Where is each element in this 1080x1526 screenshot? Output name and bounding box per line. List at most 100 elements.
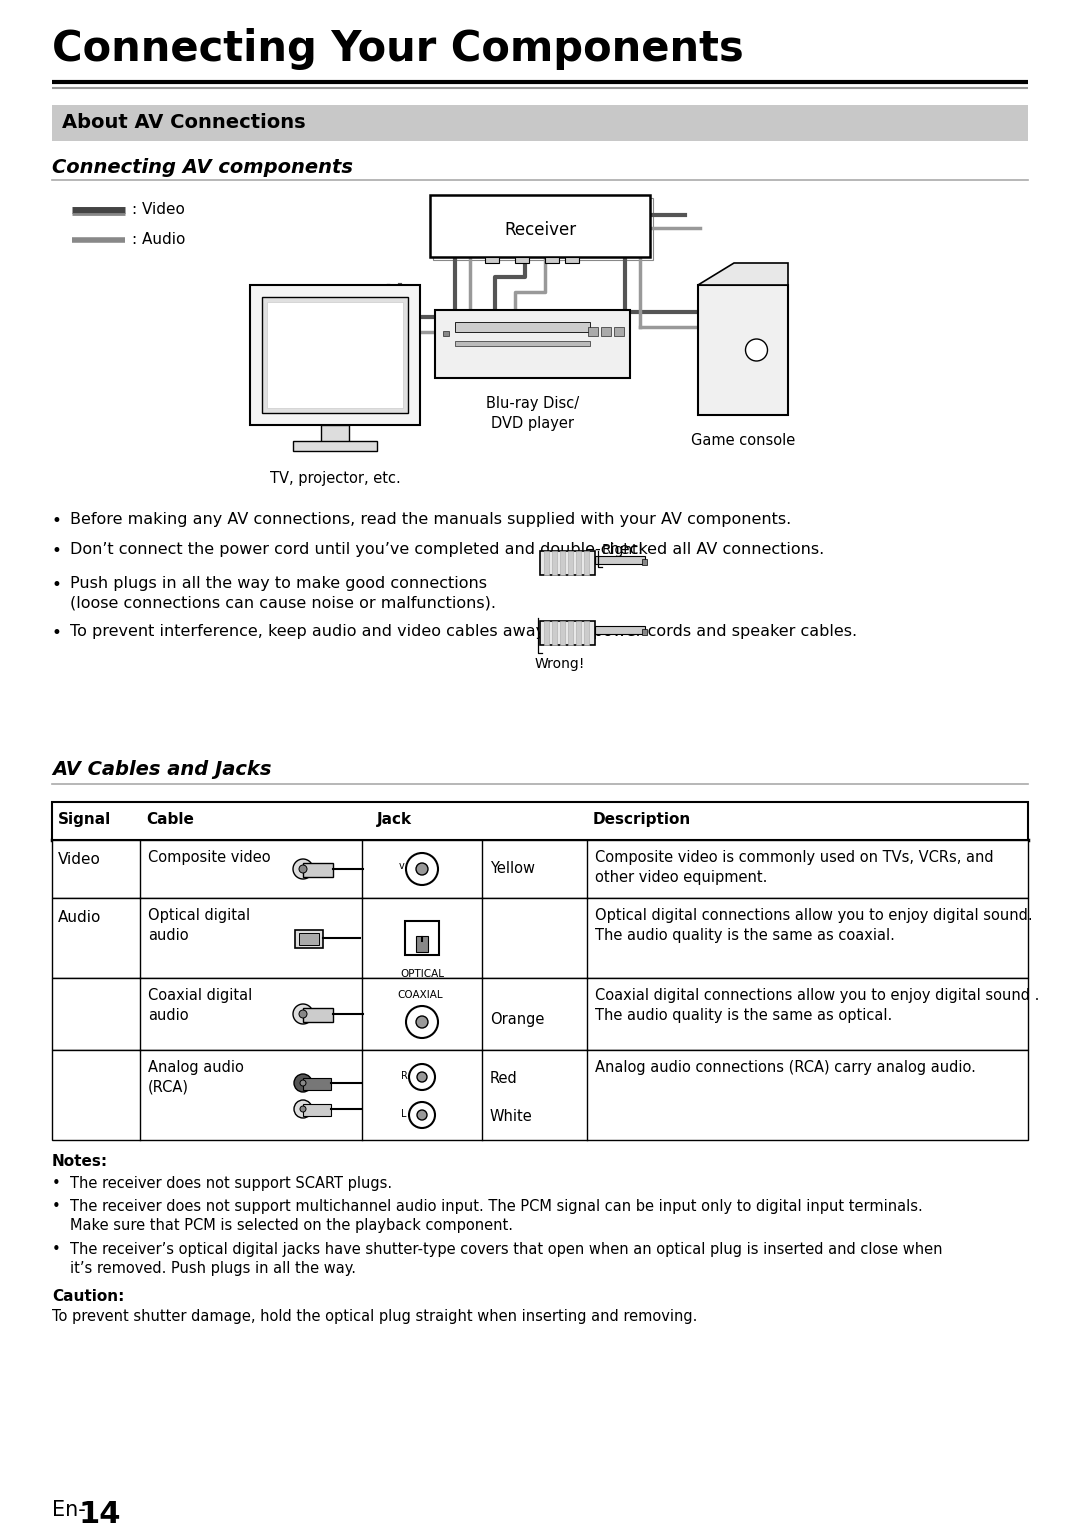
Text: To prevent interference, keep audio and video cables away from power cords and s: To prevent interference, keep audio and … <box>70 624 858 639</box>
Text: Connecting AV components: Connecting AV components <box>52 159 353 177</box>
Circle shape <box>406 1006 438 1038</box>
Bar <box>600 327 611 336</box>
Text: Composite video is commonly used on TVs, VCRs, and
other video equipment.: Composite video is commonly used on TVs,… <box>595 850 994 885</box>
Bar <box>698 285 788 415</box>
Text: : Audio: : Audio <box>132 232 186 247</box>
Bar <box>584 551 589 575</box>
Bar <box>552 551 557 575</box>
Bar <box>430 195 650 256</box>
Text: •: • <box>52 575 62 594</box>
Text: Receiver: Receiver <box>504 221 576 240</box>
Bar <box>52 803 1028 839</box>
Text: OPTICAL: OPTICAL <box>400 969 444 980</box>
Text: Don’t connect the power cord until you’ve completed and double-checked all AV co: Don’t connect the power cord until you’v… <box>70 542 824 557</box>
Text: Connecting Your Components: Connecting Your Components <box>52 27 744 70</box>
Bar <box>485 256 499 262</box>
Text: Wrong!: Wrong! <box>535 658 585 671</box>
Bar <box>540 621 595 645</box>
Circle shape <box>417 1071 427 1082</box>
Bar <box>545 256 559 262</box>
Text: Composite video: Composite video <box>148 850 271 865</box>
Text: Caution:: Caution: <box>52 1289 124 1305</box>
Text: COAXIAL: COAXIAL <box>397 990 443 1000</box>
Bar <box>52 897 1028 978</box>
Circle shape <box>417 1109 427 1120</box>
Bar <box>303 864 333 877</box>
Bar <box>321 426 349 443</box>
Circle shape <box>300 1106 306 1112</box>
Bar <box>416 935 428 952</box>
Text: AV Cables and Jacks: AV Cables and Jacks <box>52 760 271 778</box>
Bar <box>293 441 377 452</box>
Text: •: • <box>52 1177 60 1190</box>
Text: Coaxial digital connections allow you to enjoy digital sound .
The audio quality: Coaxial digital connections allow you to… <box>595 987 1039 1022</box>
Bar <box>576 551 581 575</box>
Bar <box>595 555 645 565</box>
Text: Yellow: Yellow <box>490 861 535 876</box>
Text: Game console: Game console <box>691 433 795 449</box>
Circle shape <box>406 853 438 885</box>
Bar <box>595 626 645 633</box>
Text: To prevent shutter damage, hold the optical plug straight when inserting and rem: To prevent shutter damage, hold the opti… <box>52 1309 698 1325</box>
Bar <box>584 621 589 645</box>
Text: v: v <box>400 861 405 871</box>
Circle shape <box>294 1100 312 1119</box>
Circle shape <box>293 1004 313 1024</box>
Text: R: R <box>401 1071 407 1080</box>
Bar <box>642 559 647 565</box>
Text: •: • <box>52 1242 60 1257</box>
Circle shape <box>294 1074 312 1093</box>
Circle shape <box>299 1010 307 1018</box>
Text: En-: En- <box>52 1500 85 1520</box>
Bar <box>303 1077 330 1090</box>
Text: The receiver’s optical digital jacks have shutter-type covers that open when an : The receiver’s optical digital jacks hav… <box>70 1242 943 1276</box>
Text: Cable: Cable <box>146 812 194 827</box>
Bar <box>303 1009 333 1022</box>
Bar <box>249 285 420 426</box>
Circle shape <box>416 1016 428 1029</box>
Text: Push plugs in all the way to make good connections: Push plugs in all the way to make good c… <box>70 575 487 591</box>
Text: •: • <box>52 624 62 642</box>
Circle shape <box>299 865 307 873</box>
Text: Red: Red <box>490 1071 517 1087</box>
Bar <box>552 621 557 645</box>
Bar <box>52 1050 1028 1140</box>
Text: TV, projector, etc.: TV, projector, etc. <box>270 472 401 485</box>
Bar <box>568 621 573 645</box>
Bar <box>303 1103 330 1116</box>
Bar <box>565 256 579 262</box>
Text: Signal: Signal <box>58 812 111 827</box>
Text: (loose connections can cause noise or malfunctions).: (loose connections can cause noise or ma… <box>70 597 496 610</box>
Circle shape <box>409 1064 435 1090</box>
Circle shape <box>416 864 428 874</box>
Bar <box>295 929 323 948</box>
Text: The receiver does not support multichannel audio input. The PCM signal can be in: The receiver does not support multichann… <box>70 1199 922 1233</box>
Text: L: L <box>402 1109 407 1119</box>
Bar <box>515 256 529 262</box>
Bar <box>455 322 590 333</box>
Bar <box>588 327 598 336</box>
Text: Analog audio
(RCA): Analog audio (RCA) <box>148 1061 244 1094</box>
Bar <box>299 932 319 945</box>
Bar <box>540 551 595 575</box>
Text: The receiver does not support SCART plugs.: The receiver does not support SCART plug… <box>70 1177 392 1190</box>
Bar <box>267 302 403 407</box>
Text: Notes:: Notes: <box>52 1154 108 1169</box>
Text: Optical digital connections allow you to enjoy digital sound.
The audio quality : Optical digital connections allow you to… <box>595 908 1032 943</box>
Text: White: White <box>490 1109 532 1125</box>
Bar <box>561 621 565 645</box>
Text: Blu-ray Disc/
DVD player: Blu-ray Disc/ DVD player <box>486 397 579 430</box>
Bar <box>568 551 573 575</box>
Text: About AV Connections: About AV Connections <box>62 113 306 133</box>
Bar <box>642 629 647 635</box>
Bar <box>435 310 630 378</box>
Bar <box>52 978 1028 1050</box>
Bar <box>455 340 590 346</box>
Text: Before making any AV connections, read the manuals supplied with your AV compone: Before making any AV connections, read t… <box>70 513 792 526</box>
Text: •: • <box>52 1199 60 1215</box>
Bar <box>544 551 549 575</box>
Bar <box>433 198 653 259</box>
Text: Right!: Right! <box>602 543 645 557</box>
Polygon shape <box>698 262 788 285</box>
Bar <box>561 551 565 575</box>
